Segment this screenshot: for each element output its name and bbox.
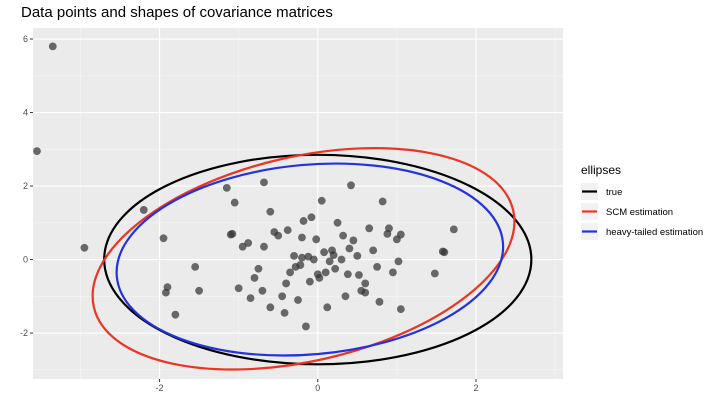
- data-point: [317, 196, 326, 205]
- x-axis: -2 0 2: [156, 379, 478, 393]
- data-point: [361, 279, 370, 288]
- data-point: [294, 296, 302, 304]
- data-point: [320, 248, 329, 257]
- data-point: [159, 234, 168, 243]
- data-point: [80, 243, 89, 252]
- data-point: [280, 308, 289, 317]
- legend-item: true: [581, 183, 622, 200]
- data-point: [309, 255, 318, 264]
- data-point: [278, 292, 287, 301]
- y-tick-label: -2: [20, 328, 28, 338]
- data-points: [33, 42, 458, 331]
- data-point: [353, 251, 362, 260]
- ellipse-scm-estimation: [91, 147, 516, 371]
- data-point: [238, 242, 247, 251]
- data-point: [139, 206, 148, 214]
- data-point: [389, 268, 397, 277]
- data-point: [312, 235, 321, 244]
- data-point: [343, 270, 352, 279]
- legend-title: ellipses: [581, 163, 621, 177]
- y-tick-label: 6: [23, 34, 28, 44]
- data-point: [290, 251, 298, 260]
- data-point: [246, 294, 255, 303]
- data-point: [283, 226, 292, 235]
- plot-panel: [33, 28, 563, 379]
- grid-major: [33, 28, 563, 379]
- data-point: [373, 263, 382, 271]
- data-point: [266, 207, 275, 216]
- data-point: [266, 303, 275, 312]
- ellipse-heavy-tailed-estimation: [115, 162, 505, 357]
- data-point: [329, 251, 338, 260]
- legend-item: SCM estimation: [581, 203, 673, 220]
- data-point: [222, 183, 231, 192]
- data-point: [323, 303, 332, 312]
- x-tick-label: -2: [156, 383, 164, 393]
- data-point: [449, 225, 458, 234]
- chart-title: Data points and shapes of covariance mat…: [21, 4, 333, 21]
- x-tick-label: 0: [315, 383, 320, 393]
- data-point: [171, 310, 180, 319]
- data-point: [302, 322, 310, 331]
- data-point: [396, 230, 405, 239]
- y-tick-label: 0: [23, 255, 28, 265]
- data-point: [299, 217, 308, 225]
- data-point: [349, 236, 358, 245]
- data-point: [430, 269, 439, 278]
- data-point: [378, 197, 387, 206]
- legend-label: SCM estimation: [606, 207, 673, 218]
- data-point: [230, 198, 239, 207]
- data-point: [331, 264, 340, 273]
- y-axis: -2 0 2 4 6: [20, 34, 33, 338]
- data-point: [305, 277, 314, 286]
- legend-label: true: [606, 187, 622, 198]
- data-point: [258, 286, 267, 295]
- data-point: [286, 268, 294, 277]
- data-point: [355, 271, 363, 279]
- legend-item: heavy-tailed estimation: [581, 223, 703, 240]
- data-point: [33, 147, 41, 156]
- data-point: [347, 181, 355, 190]
- y-tick-label: 2: [23, 181, 28, 191]
- data-point: [375, 297, 384, 306]
- data-point: [298, 253, 306, 262]
- data-point: [254, 264, 263, 273]
- data-point: [315, 274, 324, 282]
- data-point: [333, 218, 342, 227]
- data-point: [260, 178, 268, 187]
- data-point: [274, 231, 283, 240]
- data-point: [298, 233, 306, 242]
- ellipses: [91, 147, 533, 371]
- data-point: [365, 224, 374, 233]
- data-point: [234, 284, 243, 293]
- legend-label: heavy-tailed estimation: [606, 227, 703, 238]
- data-point: [337, 255, 346, 264]
- data-point: [195, 286, 204, 295]
- data-point: [307, 213, 316, 222]
- data-point: [345, 244, 354, 253]
- data-point: [282, 279, 291, 288]
- data-point: [296, 261, 305, 269]
- data-point: [325, 257, 334, 266]
- data-point: [260, 242, 268, 251]
- y-tick-label: 4: [23, 108, 28, 118]
- data-point: [228, 229, 237, 238]
- data-point: [394, 257, 403, 266]
- data-point: [396, 305, 405, 314]
- legend: ellipses true SCM estimation heavy-tailed …: [581, 163, 703, 240]
- data-point: [369, 246, 378, 255]
- data-point: [341, 292, 350, 301]
- data-point: [244, 239, 253, 247]
- data-point: [191, 263, 200, 271]
- data-point: [250, 274, 259, 282]
- data-point: [48, 42, 57, 51]
- data-point: [385, 224, 393, 233]
- data-point: [321, 268, 330, 277]
- x-tick-label: 2: [473, 383, 478, 393]
- data-point: [361, 288, 370, 297]
- data-point: [161, 288, 170, 297]
- data-point: [339, 231, 347, 240]
- data-point: [440, 248, 449, 257]
